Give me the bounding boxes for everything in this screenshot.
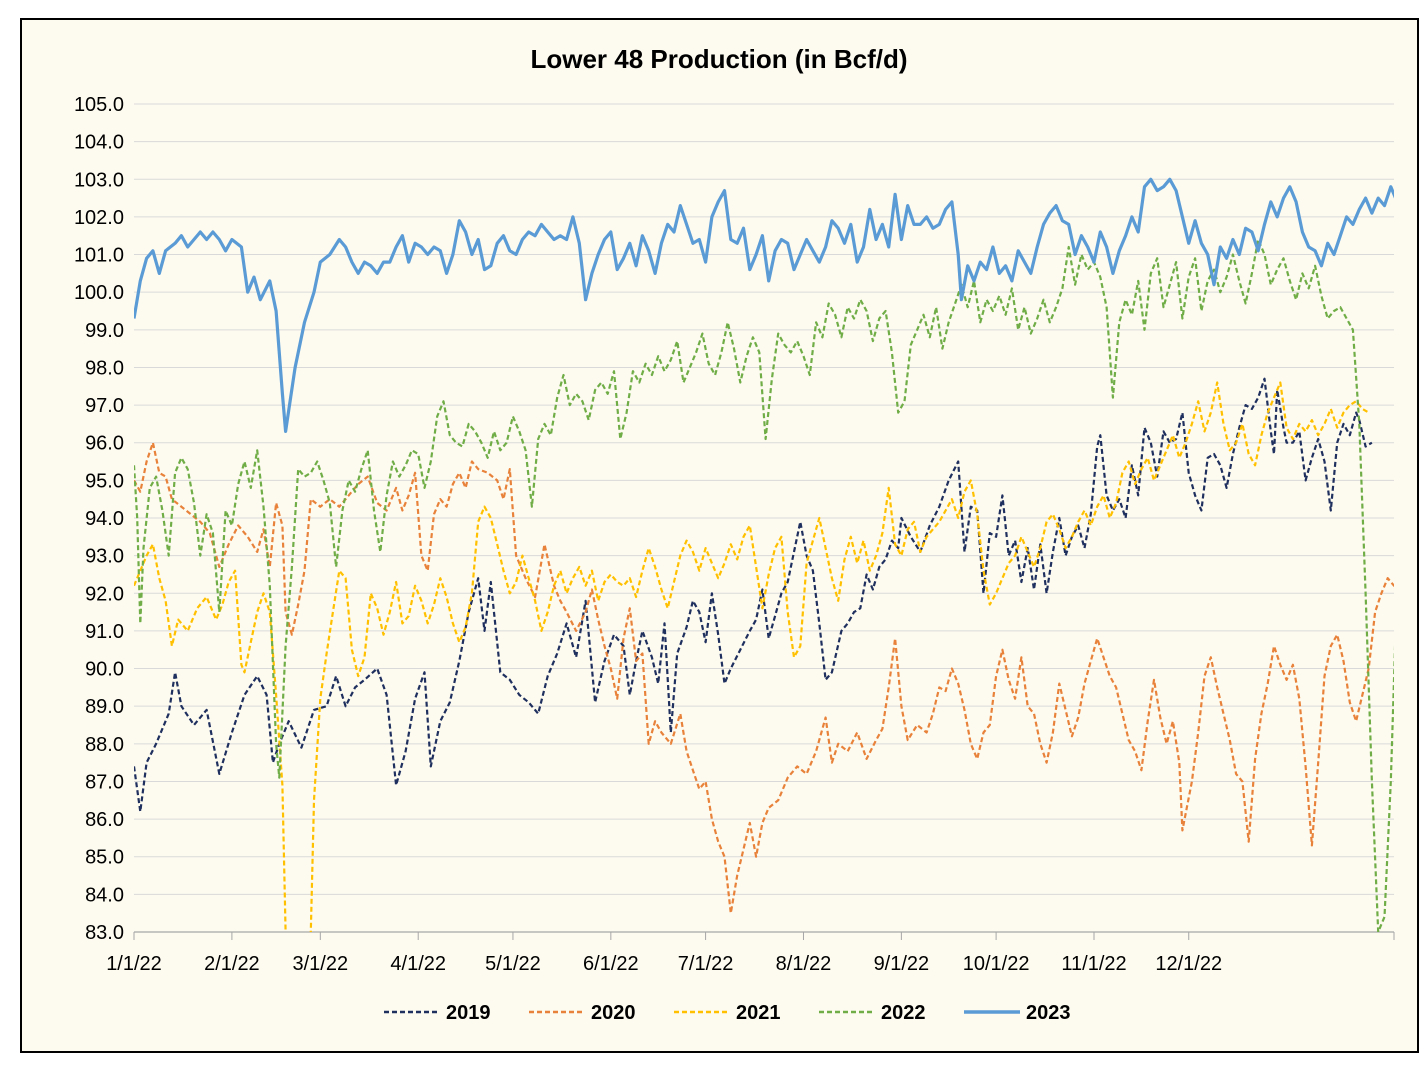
y-tick-label: 86.0 <box>85 809 124 831</box>
x-axis-ticks: 1/1/22 2/1/22 3/1/22 4/1/22 5/1/22 6/1/22 7/1/… <box>106 932 1395 975</box>
y-tick-label: 87.0 <box>85 771 124 793</box>
x-tick-label: 12/1/22 <box>1155 953 1222 975</box>
y-tick-label: 90.0 <box>85 659 124 681</box>
x-tick-label: 10/1/22 <box>963 953 1030 975</box>
y-tick-label: 91.0 <box>85 621 124 643</box>
x-tick-label: 8/1/22 <box>776 953 832 975</box>
y-tick-label: 97.0 <box>85 395 124 417</box>
series-lines <box>134 177 1394 932</box>
y-tick-label: 92.0 <box>85 583 124 605</box>
y-tick-label: 96.0 <box>85 433 124 455</box>
x-tick-label: 5/1/22 <box>485 953 541 975</box>
series-line-2020 <box>134 441 1394 915</box>
legend-label-2023: 2023 <box>1026 1002 1071 1024</box>
y-tick-label: 105.0 <box>74 94 124 116</box>
series-line-2019 <box>134 377 1373 813</box>
legend-label-2019: 2019 <box>446 1002 491 1024</box>
grid <box>134 103 1394 933</box>
y-tick-label: 85.0 <box>85 847 124 869</box>
y-tick-label: 99.0 <box>85 320 124 342</box>
series-line-2022 <box>134 238 1394 932</box>
x-tick-label: 2/1/22 <box>204 953 260 975</box>
y-tick-label: 101.0 <box>74 245 124 267</box>
x-tick-label: 11/1/22 <box>1061 953 1126 975</box>
legend-label-2022: 2022 <box>881 1002 926 1024</box>
y-tick-label: 102.0 <box>74 207 124 229</box>
y-tick-label: 100.0 <box>74 282 124 304</box>
chart-frame: Lower 48 Production (in Bcf/d) 105.0 104.… <box>20 18 1419 1053</box>
y-tick-label: 93.0 <box>85 546 124 568</box>
y-tick-label: 104.0 <box>74 132 124 154</box>
series-line-2023 <box>134 177 1394 433</box>
series-line-2021 <box>134 381 1370 932</box>
y-axis-ticks: 105.0 104.0 103.0 102.0 101.0 100.0 99.0 98.0 97… <box>74 94 124 944</box>
legend: 2019 2020 2021 2022 2023 <box>384 1002 1071 1024</box>
y-tick-label: 103.0 <box>74 169 124 191</box>
y-tick-label: 98.0 <box>85 357 124 379</box>
x-tick-label: 9/1/22 <box>874 953 930 975</box>
x-tick-label: 7/1/22 <box>678 953 734 975</box>
y-tick-label: 94.0 <box>85 508 124 530</box>
y-tick-label: 89.0 <box>85 696 124 718</box>
x-tick-label: 3/1/22 <box>293 953 349 975</box>
x-tick-label: 1/1/22 <box>106 953 162 975</box>
chart-svg: Lower 48 Production (in Bcf/d) 105.0 104.… <box>74 44 1395 1024</box>
y-tick-label: 88.0 <box>85 734 124 756</box>
y-tick-label: 83.0 <box>85 922 124 944</box>
y-tick-label: 95.0 <box>85 470 124 492</box>
y-tick-label: 84.0 <box>85 884 124 906</box>
legend-label-2021: 2021 <box>736 1002 781 1024</box>
x-tick-label: 4/1/22 <box>390 953 446 975</box>
chart-title: Lower 48 Production (in Bcf/d) <box>530 44 907 74</box>
x-tick-label: 6/1/22 <box>583 953 639 975</box>
legend-label-2020: 2020 <box>591 1002 636 1024</box>
